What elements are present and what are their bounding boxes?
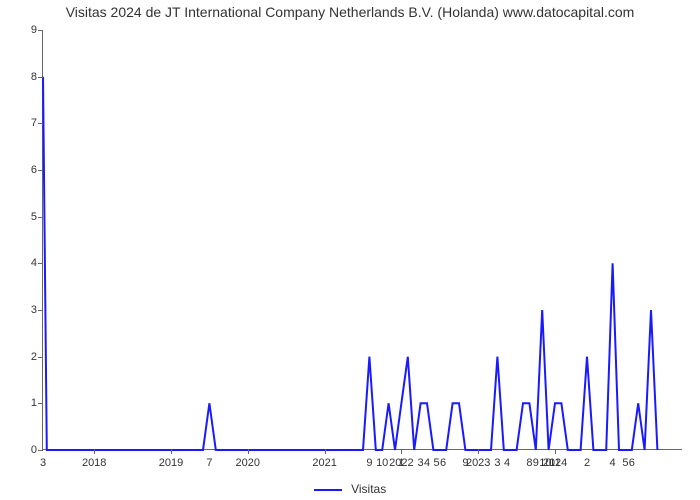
x-tick-label: 2020 [236, 457, 260, 469]
y-tick-label: 1 [13, 397, 37, 409]
data-point-label: 9 [533, 457, 539, 469]
x-tick [94, 449, 95, 454]
x-tick-label: 2023 [466, 457, 490, 469]
x-tick [248, 449, 249, 454]
legend-label: Visitas [351, 482, 386, 496]
y-tick-label: 7 [13, 117, 37, 129]
y-tick-label: 9 [13, 24, 37, 36]
visitas-line [43, 77, 657, 450]
y-tick-label: 0 [13, 444, 37, 456]
y-tick-label: 8 [13, 71, 37, 83]
y-tick [38, 310, 43, 311]
y-tick-label: 2 [13, 351, 37, 363]
y-tick [38, 30, 43, 31]
chart-container: Visitas 2024 de JT International Company… [0, 0, 700, 500]
y-tick-label: 5 [13, 211, 37, 223]
data-point-label: 3 [418, 457, 424, 469]
data-point-label: 1 [398, 457, 404, 469]
plot-area: 0123456789201820192020202120222023202437… [42, 30, 682, 450]
data-point-label: 6 [629, 457, 635, 469]
y-tick [38, 450, 43, 451]
y-tick-label: 3 [13, 304, 37, 316]
x-tick-label: 2021 [312, 457, 336, 469]
x-tick [401, 449, 402, 454]
y-tick [38, 403, 43, 404]
y-tick [38, 123, 43, 124]
x-tick [478, 449, 479, 454]
data-point-label: 11 [549, 457, 560, 469]
x-tick-label: 2019 [159, 457, 183, 469]
data-point-label: 9 [462, 457, 468, 469]
x-tick-label: 2018 [82, 457, 106, 469]
x-tick [555, 449, 556, 454]
x-tick [171, 449, 172, 454]
y-tick-label: 4 [13, 257, 37, 269]
legend-swatch [314, 489, 342, 491]
y-tick-label: 6 [13, 164, 37, 176]
y-tick [38, 170, 43, 171]
data-point-label: 10 [376, 457, 388, 469]
data-point-label: 5 [434, 457, 440, 469]
data-point-label: 2 [584, 457, 590, 469]
data-point-label: 6 [440, 457, 446, 469]
chart-title: Visitas 2024 de JT International Company… [0, 4, 700, 20]
legend: Visitas [0, 482, 700, 496]
line-series-svg [43, 30, 683, 450]
data-point-label: 8 [526, 457, 532, 469]
data-point-label: 5 [622, 457, 628, 469]
y-tick [38, 357, 43, 358]
y-tick [38, 77, 43, 78]
data-point-label: 4 [504, 457, 510, 469]
data-point-label: 7 [206, 457, 212, 469]
data-point-label: 4 [610, 457, 616, 469]
data-point-label: 3 [40, 457, 46, 469]
data-point-label: 3 [494, 457, 500, 469]
y-tick [38, 263, 43, 264]
y-tick [38, 217, 43, 218]
data-point-label: 9 [366, 457, 372, 469]
data-point-label: 4 [424, 457, 430, 469]
x-tick [325, 449, 326, 454]
